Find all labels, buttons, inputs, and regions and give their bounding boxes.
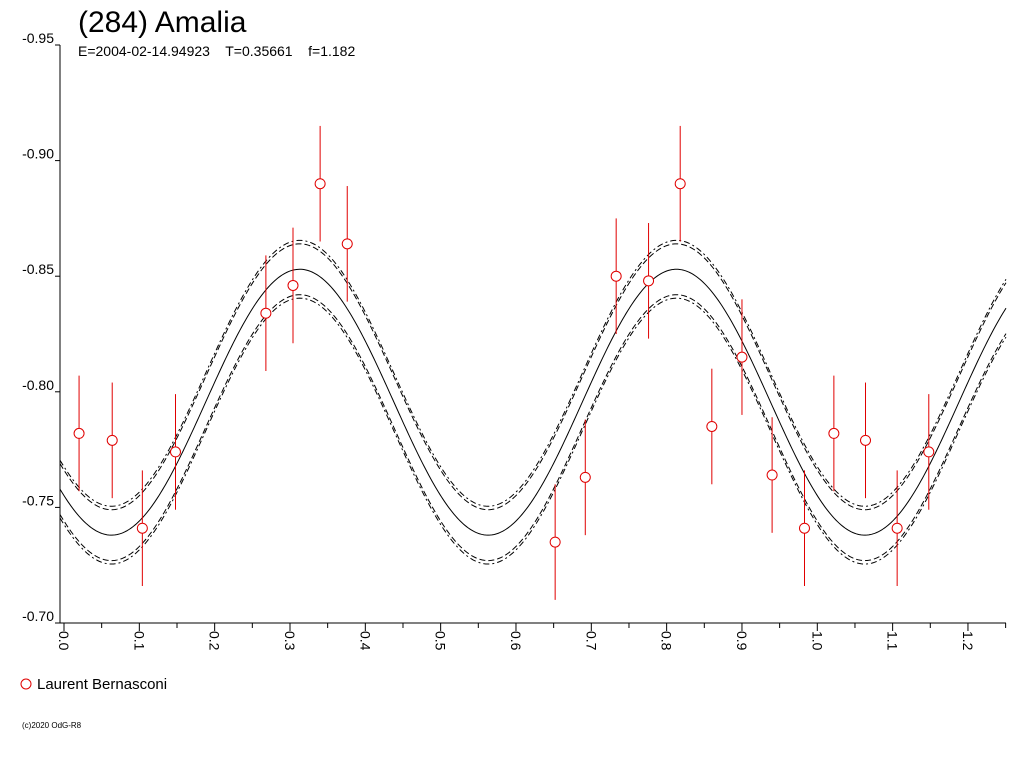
data-point-marker [314,178,326,190]
data-point-marker [643,275,655,287]
data-point-marker [341,238,353,250]
data-point [736,299,748,415]
x-tick-label: 0.3 [282,631,298,651]
data-point-marker [260,307,272,319]
fit-curve-upper-envelope [59,239,1007,507]
x-tick-label: 0.4 [357,631,373,651]
fit-curve-upper-envelope [59,243,1007,511]
data-point-marker [706,420,718,432]
fit-curve-lower-envelope [59,297,1007,565]
data-point-marker [579,471,591,483]
x-tick-label: 0.2 [207,631,223,651]
data-point-marker [610,270,622,282]
x-tick-label: 1.0 [809,631,825,651]
x-tick-label: 0.9 [734,631,750,651]
data-point [136,470,148,587]
data-point [891,470,903,587]
data-point-marker [828,427,840,439]
x-tick-label: 0.1 [131,631,147,651]
data-point [610,218,622,334]
data-point [314,125,326,242]
legend-marker-laurent-bernasconi [20,678,32,690]
x-tick-label: 0.0 [56,631,72,651]
data-point [341,186,353,302]
data-point [674,125,686,242]
y-tick-label: -0.75 [22,492,54,508]
chart-subtitle: E=2004-02-14.94923 T=0.35661 f=1.182 [78,43,355,59]
data-point [73,375,85,492]
y-tick-label: -0.95 [22,30,54,46]
data-point-marker [860,434,872,446]
y-tick-label: -0.80 [22,377,54,393]
data-points [73,125,935,600]
data-point-marker [736,351,748,363]
y-tick-label: -0.85 [22,261,54,277]
data-point [706,368,718,485]
x-tick-label: 1.2 [960,631,976,651]
data-point-marker [287,279,299,291]
legend: Laurent Bernasconi [20,676,167,693]
fit-curves [59,239,1007,565]
data-point-marker [891,522,903,534]
data-point [766,417,778,533]
data-point-marker [136,522,148,534]
data-point [860,382,872,499]
data-point-marker [923,446,935,458]
x-ticks: 0.0 0.1 0.2 0.3 0.4 0.5 0.6 0.7 0.8 0.9 1.0 1.1 1.2 [56,623,1007,651]
x-tick-label: 1.1 [885,631,901,651]
data-point [579,419,591,536]
data-point-marker [169,446,181,458]
fit-curve-lower-envelope [59,294,1007,562]
data-point [106,382,118,499]
data-point [549,484,561,600]
data-point-marker [674,178,686,190]
data-point [828,375,840,492]
data-point [260,255,272,371]
x-tick-label: 0.7 [583,631,599,651]
data-point-marker [766,469,778,481]
data-point [798,470,810,587]
axes: -0.95 -0.90 -0.85 -0.80 -0.75 -0.70 0.0 0.1 0.2… [22,30,1007,651]
y-tick-label: -0.70 [22,608,54,624]
chart-title: (284) Amalia [78,6,247,39]
x-tick-label: 0.6 [508,631,524,651]
x-tick-label: 0.8 [659,631,675,651]
data-point [287,227,299,344]
y-tick-label: -0.90 [22,146,54,162]
data-point-marker [549,536,561,548]
y-ticks: -0.95 -0.90 -0.85 -0.80 -0.75 -0.70 [22,30,60,624]
data-point-marker [106,434,118,446]
x-tick-label: 0.5 [433,631,449,651]
data-point-marker [73,427,85,439]
legend-label-laurent-bernasconi: Laurent Bernasconi [37,676,167,693]
copyright-credit: (c)2020 OdG-R8 [22,721,82,730]
data-point [923,394,935,510]
data-point [643,223,655,339]
data-point-marker [798,522,810,534]
data-point [169,394,181,510]
fit-curve-mean [59,268,1007,536]
